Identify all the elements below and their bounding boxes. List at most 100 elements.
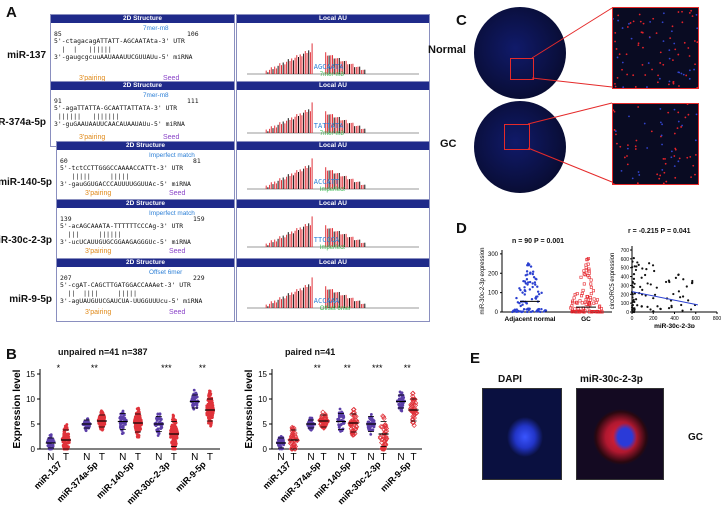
data-point: [135, 419, 139, 423]
data-point: [172, 442, 175, 446]
au-bar-plot: [247, 158, 419, 190]
data-point: [401, 401, 405, 405]
data-point: [672, 292, 675, 296]
x-tick-label: 400: [670, 316, 679, 322]
nt-label: T: [63, 452, 69, 463]
data-point: [677, 273, 680, 276]
fluorescent-speck: [619, 145, 622, 148]
local-au-header: Local AU: [237, 142, 429, 150]
x-tick-label: 200: [649, 316, 658, 322]
nt-label: T: [207, 452, 213, 463]
data-point: [340, 422, 343, 426]
position-end: 106: [187, 30, 199, 38]
data-point: [680, 303, 683, 307]
nt-label: N: [47, 452, 54, 463]
gc-zoom-box: [504, 124, 530, 150]
data-point: [369, 432, 373, 436]
fluorescent-speck: [673, 132, 676, 135]
fluorescent-speck: [689, 155, 692, 158]
data-point: [640, 276, 643, 279]
fluorescent-speck: [621, 27, 624, 29]
data-point: [651, 264, 655, 267]
data-point: [597, 310, 601, 314]
data-point: [594, 301, 598, 305]
fluorescent-speck: [696, 41, 698, 44]
utr-sequence: 5'-tctCCTTGGGCCAAAACCATTt-3' UTR: [60, 164, 184, 172]
data-point: [514, 310, 517, 313]
data-point: [337, 425, 341, 429]
fluorescent-speck: [695, 13, 698, 16]
fluorescent-speck: [683, 41, 686, 44]
normal-zoom-box: [510, 58, 534, 80]
data-point: [530, 297, 534, 301]
fluorescent-speck: [661, 21, 664, 24]
pairing-label: 3'pairing: [85, 248, 112, 255]
fluorescent-speck: [686, 156, 689, 159]
significance-label: ***: [161, 363, 172, 373]
y-axis-label: Expression level: [12, 369, 23, 448]
data-point: [369, 413, 373, 416]
data-point: [342, 422, 346, 425]
data-point: [336, 417, 340, 421]
fluorescent-speck: [635, 139, 638, 142]
data-point: [582, 282, 586, 286]
fluorescent-speck: [670, 156, 673, 159]
fluorescent-speck: [614, 32, 617, 34]
data-point: [630, 266, 634, 269]
data-point: [526, 281, 530, 284]
data-point: [637, 263, 640, 266]
fluorescent-speck: [623, 156, 626, 159]
pairing-label: 3'pairing: [85, 190, 112, 197]
fluorescent-speck: [670, 150, 673, 153]
data-point: [171, 438, 175, 442]
data-point: [157, 417, 161, 421]
fluorescent-speck: [677, 71, 680, 74]
data-point: [352, 426, 359, 432]
data-point: [158, 420, 162, 424]
data-point: [320, 409, 326, 415]
data-point: [599, 307, 603, 311]
nt-label: N: [155, 452, 162, 463]
fluorescent-speck: [672, 59, 674, 62]
data-point: [172, 425, 176, 429]
y-axis-label: miR-30c-2-3p expression: [480, 247, 486, 314]
utr-sequence: 5'-acAGCAAATA-TTTTTTCCCAg-3' UTR: [60, 222, 184, 230]
fluorescent-speck: [658, 77, 661, 80]
data-point: [119, 426, 122, 430]
fluorescent-speck: [687, 113, 690, 116]
data-point: [573, 293, 577, 297]
data-point: [205, 404, 209, 408]
site-type-label: Imperfect match: [149, 152, 195, 159]
au-site-sequence: TATTATA: [313, 122, 344, 130]
data-point: [646, 305, 649, 308]
structure-box: 2D Structure Offset 6mer 207 229 5'-cgAT-CAG…: [56, 258, 235, 322]
data-point: [641, 288, 644, 291]
y-tick-label: 15: [26, 370, 35, 379]
data-point: [208, 389, 211, 393]
data-point: [411, 409, 418, 416]
pairing-bars: || |||| |||||: [60, 289, 145, 297]
fluorescent-speck: [613, 110, 616, 113]
fluorescent-speck: [693, 68, 695, 71]
fluorescent-speck: [637, 42, 640, 45]
data-point: [580, 294, 584, 298]
y-tick-label: 0: [626, 310, 629, 316]
fluorescent-speck: [661, 169, 664, 171]
fluorescent-speck: [626, 147, 629, 150]
data-point: [121, 424, 125, 428]
data-point: [571, 301, 575, 305]
data-point: [577, 310, 581, 314]
fluorescent-speck: [660, 134, 663, 137]
fluorescent-speck: [681, 21, 684, 24]
utr-sequence: 5'-agaTTATTA-GCAATTATTATA-3' UTR: [54, 104, 178, 112]
mirna-sequence: 3'-guGAAUAAUUCAACAUAAUAUu-5' miRNA: [54, 120, 185, 128]
data-point: [348, 422, 354, 429]
nt-label: T: [351, 452, 357, 463]
au-bar-plot: [247, 43, 419, 75]
y-tick-label: 700: [621, 248, 630, 254]
data-point: [210, 405, 213, 409]
nt-label: N: [307, 452, 314, 463]
fluorescent-speck: [637, 171, 640, 173]
site-type-label: Offset 6mer: [149, 269, 183, 276]
